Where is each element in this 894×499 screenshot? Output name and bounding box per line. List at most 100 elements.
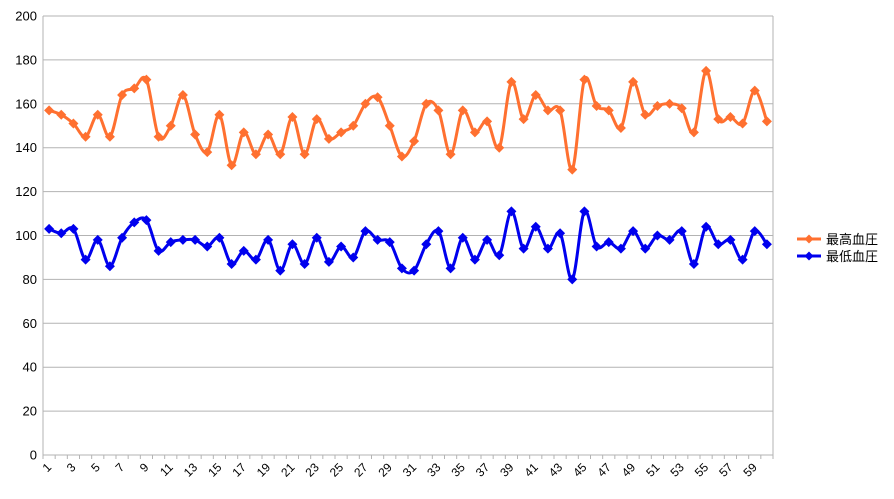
y-tick-label: 120 [15, 184, 37, 199]
data-point [603, 237, 614, 248]
legend-item: 最低血圧 [797, 249, 878, 264]
data-point [56, 228, 67, 239]
x-tick-label: 23 [303, 460, 323, 480]
y-tick-label: 20 [23, 404, 37, 419]
data-point [701, 221, 712, 232]
x-tick-label: 27 [351, 460, 371, 480]
data-point [396, 263, 407, 274]
x-tick-label: 5 [88, 460, 103, 475]
data-point [275, 265, 286, 276]
data-point [299, 259, 310, 270]
data-point [104, 261, 115, 272]
data-point [117, 90, 128, 101]
data-point [518, 243, 529, 254]
data-point [530, 90, 541, 101]
data-point [421, 98, 432, 109]
data-point [530, 221, 541, 232]
data-point [141, 74, 152, 85]
x-tick-label: 7 [113, 460, 128, 475]
data-point [555, 105, 566, 116]
x-tick-label: 15 [205, 460, 225, 480]
data-point [737, 254, 748, 265]
data-point [664, 234, 675, 245]
data-point [68, 223, 79, 234]
x-tick-label: 11 [157, 460, 176, 479]
data-point [190, 129, 201, 140]
data-point [591, 241, 602, 252]
data-point [336, 127, 347, 138]
data-point [360, 98, 371, 109]
data-point [676, 226, 687, 237]
x-tick-label: 51 [643, 460, 663, 480]
data-point [80, 254, 91, 265]
data-point [214, 109, 225, 120]
data-point [457, 232, 468, 243]
data-point [44, 105, 55, 116]
data-point [518, 114, 529, 125]
data-point [494, 250, 505, 261]
y-tick-label: 140 [15, 140, 37, 155]
x-tick-label: 37 [473, 460, 493, 480]
x-tick-label: 53 [668, 460, 688, 480]
data-point [129, 217, 140, 228]
data-point [579, 206, 590, 217]
data-point [141, 215, 152, 226]
data-point [761, 239, 772, 250]
data-point [226, 160, 237, 171]
data-point [68, 118, 79, 129]
data-point [615, 122, 626, 133]
y-tick-label: 100 [15, 228, 37, 243]
data-point [628, 226, 639, 237]
data-point [348, 120, 359, 131]
data-point [457, 105, 468, 116]
x-tick-label: 35 [449, 460, 469, 480]
data-point [165, 120, 176, 131]
data-point [640, 109, 651, 120]
x-tick-label: 41 [522, 460, 542, 480]
data-point [603, 105, 614, 116]
data-point [652, 230, 663, 241]
data-point [360, 226, 371, 237]
data-point [482, 234, 493, 245]
data-point [664, 98, 675, 109]
data-point [372, 234, 383, 245]
y-tick-label: 60 [23, 316, 37, 331]
data-point [372, 92, 383, 103]
data-point [153, 131, 164, 142]
data-point [202, 147, 213, 158]
data-point [80, 131, 91, 142]
data-point [214, 232, 225, 243]
data-point [761, 116, 772, 127]
data-point [153, 245, 164, 256]
y-tick-label: 200 [15, 9, 37, 24]
data-point [567, 274, 578, 285]
y-tick-label: 0 [30, 448, 37, 463]
x-tick-label: 9 [137, 460, 152, 475]
data-point [652, 100, 663, 111]
y-tick-label: 40 [23, 360, 37, 375]
data-point [433, 226, 444, 237]
data-point [104, 131, 115, 142]
data-point [275, 149, 286, 160]
data-point [409, 265, 420, 276]
data-point [494, 142, 505, 153]
data-point [287, 111, 298, 122]
data-point [384, 120, 395, 131]
data-point [615, 243, 626, 254]
data-point [117, 232, 128, 243]
data-point [506, 76, 517, 87]
legend-label: 最低血圧 [826, 249, 878, 264]
x-tick-label: 3 [64, 460, 79, 475]
data-point [567, 164, 578, 175]
legend-swatch-marker [804, 234, 814, 244]
data-point [749, 85, 760, 96]
data-point [250, 254, 261, 265]
data-point [299, 149, 310, 160]
data-point [165, 237, 176, 248]
series-group [44, 65, 772, 285]
x-tick-label: 1 [40, 460, 55, 475]
x-tick-label: 19 [254, 460, 274, 480]
